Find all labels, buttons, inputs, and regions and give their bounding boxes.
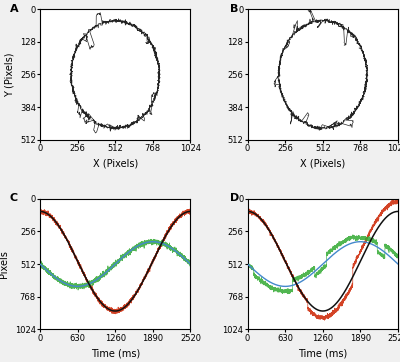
X-axis label: X (Pixels): X (Pixels) bbox=[300, 159, 346, 169]
X-axis label: X (Pixels): X (Pixels) bbox=[92, 159, 138, 169]
X-axis label: Time (ms): Time (ms) bbox=[90, 348, 140, 358]
Y-axis label: Y (Pixels): Y (Pixels) bbox=[4, 52, 14, 97]
Text: D: D bbox=[230, 193, 239, 203]
Text: A: A bbox=[10, 4, 18, 14]
X-axis label: Time (ms): Time (ms) bbox=[298, 348, 348, 358]
Text: B: B bbox=[230, 4, 238, 14]
Text: C: C bbox=[10, 193, 18, 203]
Y-axis label: Pixels: Pixels bbox=[0, 250, 9, 278]
